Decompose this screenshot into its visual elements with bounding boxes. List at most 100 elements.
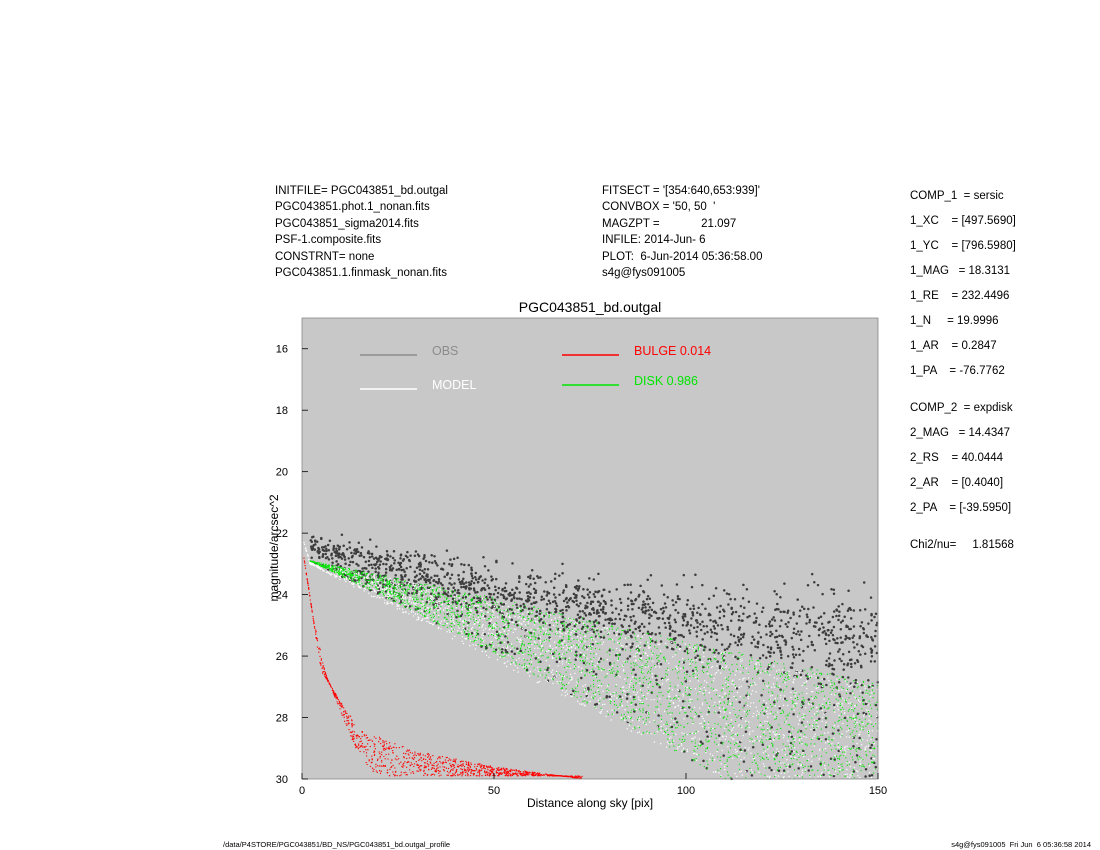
bulge-point (379, 738, 381, 740)
model-point (637, 644, 639, 647)
model-point (584, 705, 586, 707)
model-point (800, 764, 803, 766)
obs-point (870, 650, 873, 653)
obs-point (696, 611, 699, 615)
obs-point (758, 623, 761, 627)
obs-point (470, 574, 474, 578)
model-point (421, 610, 423, 612)
obs-point (718, 610, 722, 613)
model-point (707, 727, 710, 729)
disk-point (448, 600, 450, 602)
bulge-point (414, 751, 416, 753)
model-point (716, 689, 718, 691)
disk-point (526, 670, 528, 672)
model-point (734, 772, 736, 775)
bulge-point (306, 580, 309, 582)
obs-point (867, 678, 870, 682)
bulge-point (421, 760, 423, 762)
disk-point (793, 701, 795, 703)
model-point (846, 745, 848, 748)
obs-point (336, 544, 340, 547)
obs-point (792, 613, 795, 616)
model-point (562, 689, 564, 692)
disk-point (776, 673, 778, 676)
bulge-point (475, 775, 478, 777)
model-point (636, 635, 639, 637)
model-point (799, 718, 801, 720)
obs-point (357, 550, 360, 554)
model-point (714, 673, 716, 675)
model-point (800, 737, 802, 740)
model-point (598, 702, 600, 705)
bulge-point (486, 771, 488, 773)
obs-point (395, 568, 399, 571)
obs-point (780, 656, 783, 660)
bulge-point (330, 686, 332, 688)
obs-point (726, 628, 730, 631)
bulge-point (471, 770, 473, 772)
obs-point (825, 659, 828, 663)
bulge-point (318, 648, 320, 650)
model-point (695, 671, 697, 673)
model-point (695, 759, 698, 762)
model-point (650, 733, 652, 735)
bulge-point (406, 749, 409, 751)
bulge-point (366, 737, 369, 739)
model-point (817, 686, 819, 689)
bulge-point (459, 761, 462, 763)
model-point (470, 628, 473, 630)
model-point (722, 736, 724, 738)
disk-point (724, 708, 727, 710)
bulge-point (467, 769, 470, 771)
model-point (796, 669, 798, 672)
obs-point (690, 617, 693, 620)
obs-point (599, 608, 603, 612)
bulge-point (353, 731, 356, 733)
bulge-point (385, 753, 387, 756)
obs-point (659, 607, 663, 611)
model-point (786, 759, 788, 761)
model-point (731, 757, 734, 759)
model-point (769, 674, 771, 676)
obs-point (848, 606, 852, 610)
bulge-point (337, 699, 340, 701)
model-point (628, 636, 630, 638)
model-point (775, 670, 778, 672)
obs-point (333, 550, 336, 554)
obs-point (821, 631, 825, 634)
model-point (390, 588, 393, 591)
obs-point (545, 594, 549, 597)
obs-point (798, 609, 802, 612)
obs-point (493, 598, 497, 601)
model-point (527, 665, 529, 667)
obs-point (487, 569, 490, 572)
obs-point (529, 576, 532, 580)
bulge-point (307, 582, 309, 584)
model-point (580, 703, 583, 705)
model-point (841, 697, 843, 699)
obs-point (471, 576, 474, 580)
model-point (668, 693, 670, 695)
model-point (796, 716, 799, 718)
obs-point (717, 734, 721, 737)
model-point (635, 646, 638, 648)
obs-point (565, 625, 569, 628)
obs-point (829, 757, 833, 761)
bulge-point (345, 723, 347, 725)
obs-point (564, 597, 568, 601)
obs-point (631, 642, 634, 646)
model-point (813, 735, 815, 737)
bulge-point (576, 777, 578, 779)
bulge-point (449, 771, 451, 773)
model-point (672, 701, 674, 704)
bulge-point (320, 663, 322, 665)
bulge-point (516, 775, 518, 777)
bulge-point (357, 747, 360, 750)
obs-point (399, 565, 403, 569)
model-point (465, 637, 468, 640)
model-point (634, 655, 637, 658)
obs-point (875, 651, 879, 655)
model-point (803, 682, 805, 684)
bulge-point (427, 765, 430, 767)
obs-point (852, 744, 855, 748)
